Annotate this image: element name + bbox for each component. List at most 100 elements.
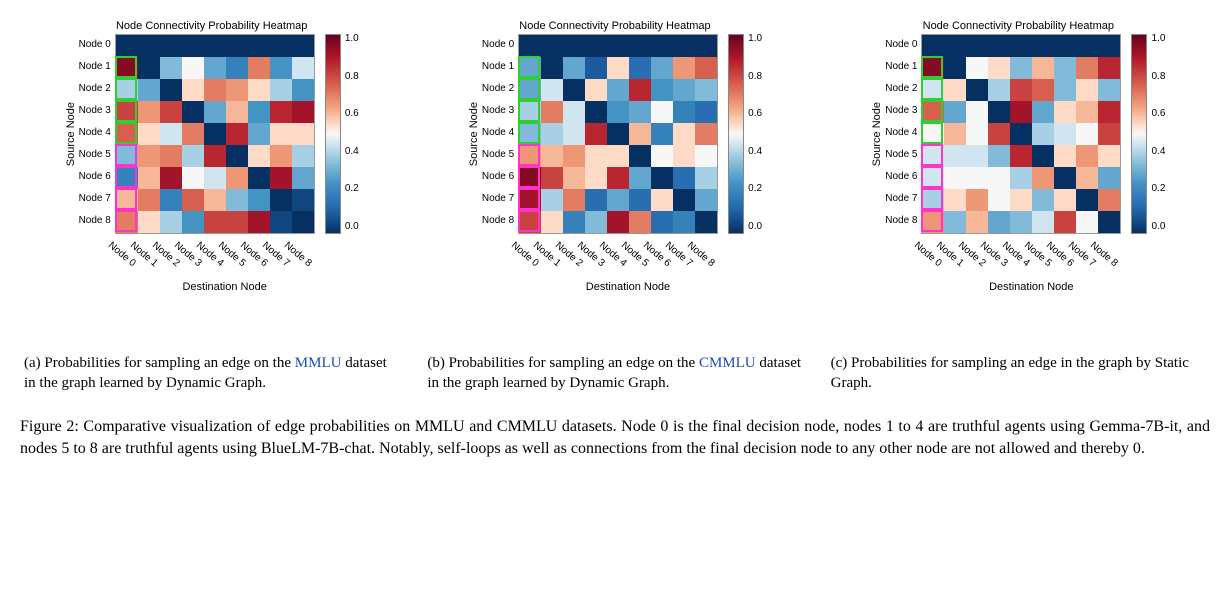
heatmap-cell: [182, 79, 204, 101]
heatmap-cell: [116, 101, 138, 123]
heatmap-cell: [248, 101, 270, 123]
heatmap-cell: [1076, 189, 1098, 211]
colorbar-tick: 0.0: [345, 222, 359, 232]
heatmap-cell: [519, 211, 541, 233]
heatmap-cell: [988, 167, 1010, 189]
heatmap-panel-a: Node Connectivity Probability HeatmapSou…: [20, 20, 403, 394]
heatmap-cell: [292, 211, 314, 233]
dataset-link[interactable]: CMMLU: [699, 355, 756, 371]
heatmap-cell: [1032, 57, 1054, 79]
y-tick-label: Node 0: [482, 34, 514, 56]
y-tick-label: Node 4: [885, 122, 917, 144]
heatmap-cell: [138, 145, 160, 167]
heatmap-cell: [966, 57, 988, 79]
heatmap-cell: [651, 211, 673, 233]
heatmap-cell: [1054, 145, 1076, 167]
heatmap-cell: [116, 167, 138, 189]
colorbar-tick: 0.4: [1151, 147, 1165, 157]
heatmap-cell: [1032, 189, 1054, 211]
heatmap-cell: [1032, 145, 1054, 167]
heatmap-cell: [541, 123, 563, 145]
x-tick-label: Node 0: [106, 240, 130, 263]
y-tick-label: Node 2: [79, 78, 111, 100]
heatmap-cell: [988, 79, 1010, 101]
heatmap-cell: [270, 123, 292, 145]
heatmap-cell: [1032, 123, 1054, 145]
heatmap-cell: [944, 189, 966, 211]
colorbar-tick: 0.0: [1151, 222, 1165, 232]
heatmap-cell: [988, 189, 1010, 211]
heatmap-cell: [1076, 57, 1098, 79]
heatmap-cell: [541, 79, 563, 101]
heatmap-cell: [248, 79, 270, 101]
heatmap-cell: [182, 145, 204, 167]
heatmap-panel-b: Node Connectivity Probability HeatmapSou…: [423, 20, 806, 394]
colorbar-tick: 0.6: [748, 109, 762, 119]
heatmap-cell: [1098, 101, 1120, 123]
heatmap-cell: [922, 57, 944, 79]
heatmap-cell: [563, 145, 585, 167]
heatmap-cell: [292, 79, 314, 101]
heatmap-cell: [1032, 101, 1054, 123]
heatmap-cell: [1076, 211, 1098, 233]
heatmap-cell: [607, 57, 629, 79]
heatmap-cell: [673, 79, 695, 101]
colorbar: [728, 34, 744, 234]
heatmap-title: Node Connectivity Probability Heatmap: [468, 20, 762, 32]
y-tick-label: Node 7: [885, 188, 917, 210]
heatmap-cell: [563, 57, 585, 79]
heatmap-cell: [541, 145, 563, 167]
heatmap-cell: [922, 101, 944, 123]
heatmap-cell: [248, 167, 270, 189]
heatmap-cell: [651, 79, 673, 101]
heatmap-cell: [160, 79, 182, 101]
x-tick-label: Node 0: [912, 240, 936, 263]
y-tick-label: Node 5: [79, 144, 111, 166]
heatmap-cell: [519, 57, 541, 79]
heatmap-cell: [1076, 123, 1098, 145]
heatmap-cell: [944, 57, 966, 79]
colorbar-tick: 0.8: [748, 72, 762, 82]
heatmap-cell: [292, 167, 314, 189]
y-tick-label: Node 6: [79, 166, 111, 188]
heatmap-cell: [585, 167, 607, 189]
heatmap-cell: [138, 101, 160, 123]
heatmap-cell: [116, 211, 138, 233]
y-tick-label: Node 6: [885, 166, 917, 188]
figure-caption: Figure 2: Comparative visualization of e…: [20, 416, 1210, 461]
heatmap-cell: [695, 211, 717, 233]
y-tick-label: Node 2: [482, 78, 514, 100]
dataset-link[interactable]: MMLU: [295, 355, 342, 371]
colorbar-tick: 0.8: [1151, 72, 1165, 82]
heatmap-cell: [944, 123, 966, 145]
heatmap-grid: [518, 34, 718, 234]
heatmap-cell: [1098, 167, 1120, 189]
heatmap-cell: [988, 211, 1010, 233]
colorbar-tick: 0.2: [345, 184, 359, 194]
heatmap-cell: [226, 189, 248, 211]
heatmap-cell: [204, 57, 226, 79]
colorbar: [1131, 34, 1147, 234]
heatmap-grid: [921, 34, 1121, 234]
y-tick-label: Node 8: [482, 210, 514, 232]
colorbar-tick: 1.0: [1151, 34, 1165, 44]
heatmap-cell: [292, 35, 314, 57]
heatmap-cell: [922, 145, 944, 167]
y-tick-label: Node 7: [482, 188, 514, 210]
heatmap-cell: [204, 145, 226, 167]
heatmap-cell: [629, 167, 651, 189]
x-axis-label: Destination Node: [91, 281, 359, 293]
heatmap-cell: [629, 145, 651, 167]
heatmap-cell: [585, 123, 607, 145]
heatmap-cell: [182, 35, 204, 57]
heatmap-cell: [1010, 145, 1032, 167]
heatmap-cell: [629, 35, 651, 57]
heatmap-cell: [519, 167, 541, 189]
heatmap-cell: [270, 145, 292, 167]
y-tick-label: Node 8: [79, 210, 111, 232]
heatmap-cell: [116, 123, 138, 145]
heatmap-title: Node Connectivity Probability Heatmap: [65, 20, 359, 32]
heatmap-cell: [1010, 57, 1032, 79]
heatmap-cell: [160, 211, 182, 233]
heatmap-cell: [519, 101, 541, 123]
